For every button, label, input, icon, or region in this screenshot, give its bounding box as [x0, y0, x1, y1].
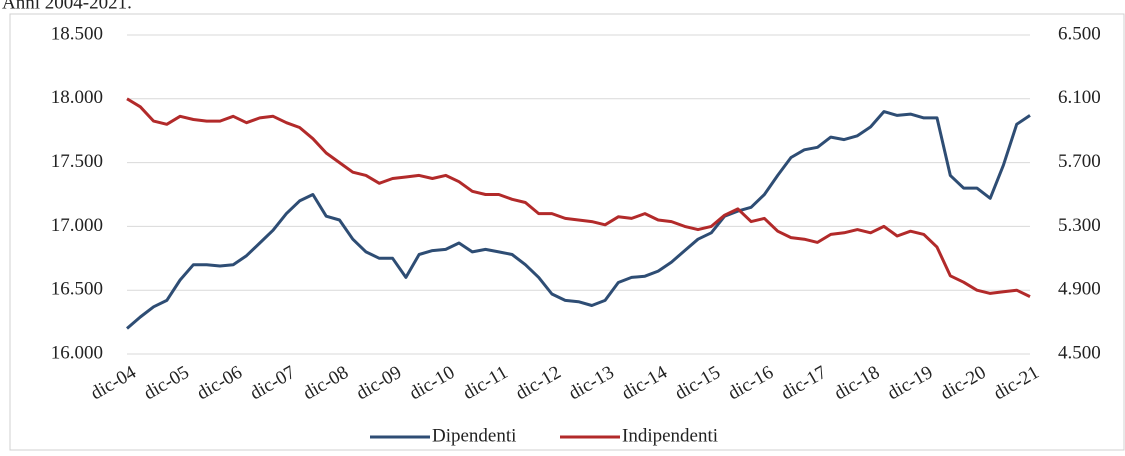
- series-line: [126, 97, 1031, 298]
- chart-border: [9, 13, 1125, 451]
- y2-tick-label: 6.100: [1058, 87, 1101, 108]
- y2-tick-label: 5.300: [1058, 215, 1101, 236]
- y-tick-label: 17.500: [51, 151, 103, 172]
- series-line: [126, 110, 1031, 330]
- x-tick-label: dic-18: [831, 362, 884, 404]
- y2-tick-label: 4.500: [1058, 342, 1101, 363]
- x-tick-label: dic-17: [778, 362, 831, 404]
- chart-title: Anni 2004-2021.: [2, 0, 132, 13]
- y-tick-label: 17.000: [51, 215, 103, 236]
- x-tick-label: dic-14: [618, 362, 671, 405]
- x-tick-label: dic-19: [884, 362, 937, 404]
- x-tick-label: dic-16: [725, 362, 778, 404]
- legend-label: Dipendenti: [432, 425, 516, 446]
- y-tick-label: 18.000: [51, 87, 103, 108]
- x-tick-label: dic-20: [937, 362, 990, 404]
- y-tick-label: 16.500: [51, 279, 103, 300]
- y2-tick-label: 4.900: [1058, 279, 1101, 300]
- x-tick-label: dic-10: [406, 362, 459, 404]
- y2-tick-label: 6.500: [1058, 23, 1101, 44]
- x-tick-label: dic-07: [246, 362, 299, 404]
- x-tick-label: dic-13: [565, 362, 618, 404]
- x-tick-label: dic-08: [300, 362, 353, 404]
- x-tick-label: dic-04: [87, 362, 140, 405]
- y2-tick-label: 5.700: [1058, 151, 1101, 172]
- y-tick-label: 18.500: [51, 23, 103, 44]
- legend-label: Indipendenti: [622, 425, 718, 446]
- x-tick-label: dic-09: [353, 362, 406, 404]
- x-tick-label: dic-11: [460, 362, 512, 404]
- x-tick-label: dic-05: [140, 362, 193, 404]
- x-tick-label: dic-06: [193, 362, 246, 404]
- x-tick-label: dic-21: [990, 362, 1043, 404]
- x-tick-label: dic-15: [671, 362, 724, 404]
- y-tick-label: 16.000: [51, 342, 103, 363]
- x-tick-label: dic-12: [512, 362, 565, 404]
